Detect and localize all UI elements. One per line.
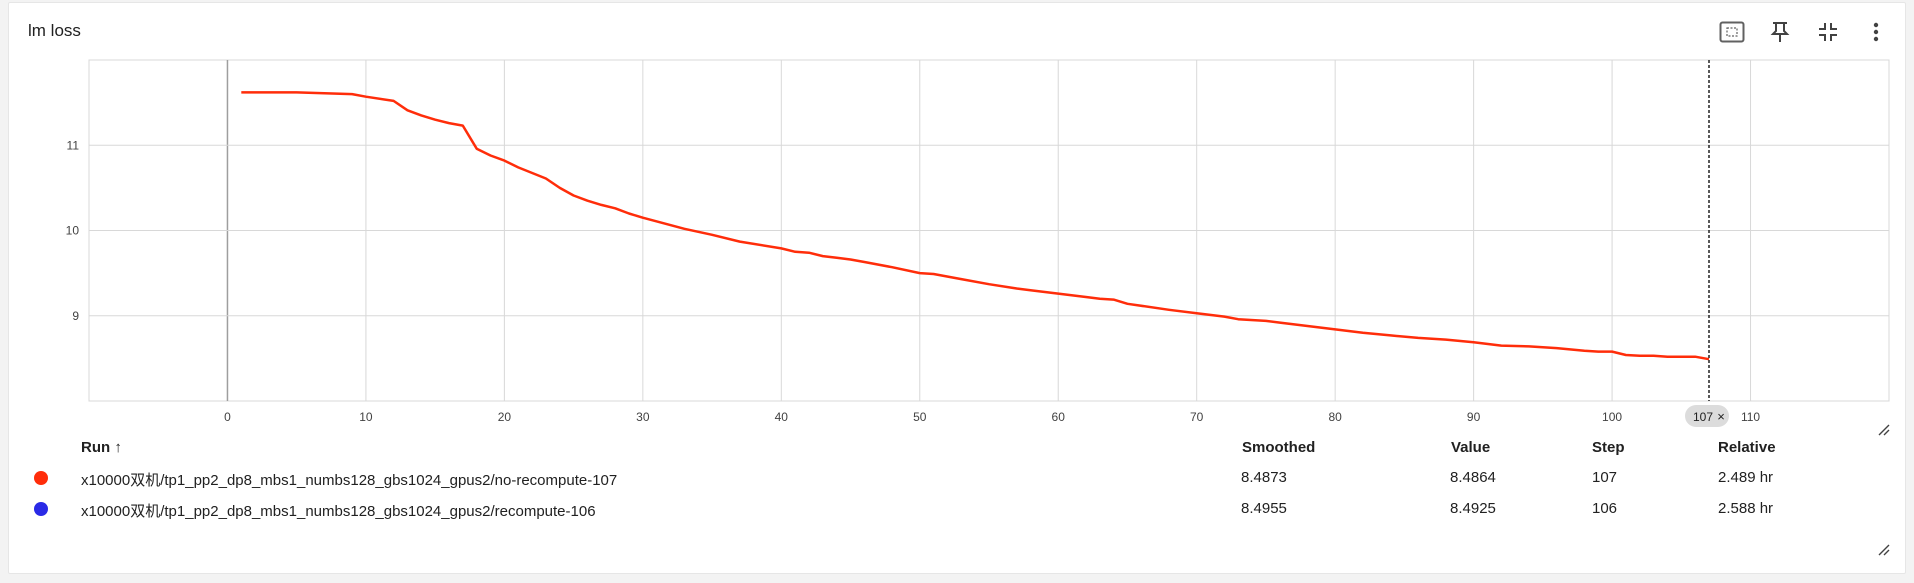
fit-domain-button[interactable] (1717, 17, 1747, 47)
more-options-button[interactable] (1861, 17, 1891, 47)
run-color-dot (34, 471, 48, 485)
x-tick-label: 20 (498, 410, 512, 424)
step-cursor-label: 107 (1693, 410, 1713, 424)
step-cursor-badge[interactable] (1685, 405, 1729, 427)
header-step: Step (1592, 439, 1625, 456)
step: 106 (1592, 500, 1618, 517)
x-tick-label: 110 (1741, 410, 1760, 424)
x-tick-label: 90 (1467, 410, 1481, 424)
y-tick-label: 10 (66, 224, 80, 238)
value: 8.4925 (1450, 500, 1496, 517)
table-row[interactable]: x10000双机/tp1_pp2_dp8_mbs1_numbs128_gbs10… (9, 469, 1905, 499)
fit-domain-icon (1719, 21, 1745, 43)
chart-card: lm loss 0 10 20 30 40 50 60 70 80 90 100 110 9 10 11 10… (8, 2, 1906, 574)
x-tick-label: 100 (1602, 410, 1622, 424)
collapse-icon (1819, 23, 1837, 41)
x-tick-label: 60 (1052, 410, 1066, 424)
chart-resize-handle-icon[interactable] (1877, 423, 1891, 437)
more-vert-icon (1873, 22, 1879, 42)
x-tick-label: 30 (636, 410, 650, 424)
run-name: x10000双机/tp1_pp2_dp8_mbs1_numbs128_gbs10… (81, 503, 596, 520)
x-tick-label: 50 (913, 410, 927, 424)
x-tick-label: 0 (224, 410, 231, 424)
pin-button[interactable] (1765, 17, 1795, 47)
collapse-button[interactable] (1813, 17, 1843, 47)
run-color-dot (34, 502, 48, 516)
x-tick-label: 70 (1190, 410, 1204, 424)
header-run[interactable]: Run ↑ (81, 439, 122, 456)
run-name: x10000双机/tp1_pp2_dp8_mbs1_numbs128_gbs10… (81, 472, 618, 489)
x-tick-label: 10 (359, 410, 373, 424)
smoothed-value: 8.4873 (1241, 469, 1287, 486)
step: 107 (1592, 469, 1618, 486)
y-tick-label: 11 (67, 138, 80, 152)
header-smoothed: Smoothed (1242, 439, 1316, 456)
pin-icon (1770, 22, 1790, 42)
y-tick-label: 9 (72, 309, 79, 323)
line-chart[interactable]: 0 10 20 30 40 50 60 70 80 90 100 110 9 10 11 107 × (9, 3, 1907, 433)
card-resize-handle-icon[interactable] (1877, 543, 1891, 557)
card-toolbar (1717, 17, 1891, 47)
relative-time: 2.489 hr (1718, 469, 1774, 486)
table-row[interactable]: x10000双机/tp1_pp2_dp8_mbs1_numbs128_gbs10… (9, 500, 1905, 530)
smoothed-value: 8.4955 (1241, 500, 1287, 517)
header-value: Value (1451, 439, 1491, 456)
close-icon[interactable]: × (1717, 409, 1725, 424)
card-title: lm loss (28, 21, 81, 40)
series-line[interactable] (241, 91, 1710, 361)
x-tick-label: 80 (1328, 410, 1342, 424)
x-tick-label: 40 (775, 410, 789, 424)
value: 8.4864 (1450, 469, 1496, 486)
header-relative: Relative (1718, 439, 1776, 456)
relative-time: 2.588 hr (1718, 500, 1774, 517)
